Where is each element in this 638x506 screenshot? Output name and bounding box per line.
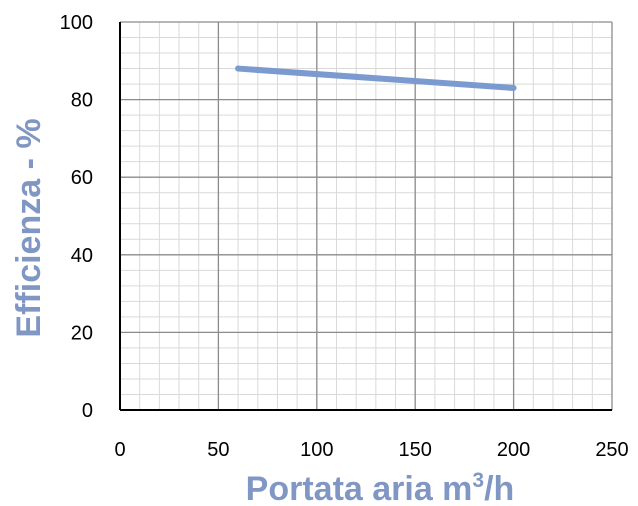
x-tick-labels: 0 50 100 150 200 250 [114, 439, 628, 461]
series-line [235, 65, 517, 91]
x-tick-label: 250 [595, 439, 628, 461]
x-tick-label: 150 [399, 439, 432, 461]
x-tick-label: 100 [300, 439, 333, 461]
x-tick-label: 50 [207, 439, 229, 461]
series [235, 65, 517, 91]
y-tick-label: 100 [60, 12, 93, 34]
y-tick-label: 60 [71, 167, 93, 189]
axes [119, 22, 612, 411]
y-axis-title: Efficienza - % [10, 118, 48, 337]
x-tick-label: 200 [497, 439, 530, 461]
x-tick-label: 0 [114, 439, 125, 461]
y-tick-label: 20 [71, 322, 93, 344]
y-tick-label: 0 [82, 400, 93, 422]
x-axis-title: Portata aria m3/h [246, 469, 515, 506]
y-tick-labels: 0 20 40 60 80 100 [60, 12, 93, 422]
y-tick-label: 40 [71, 245, 93, 267]
y-tick-label: 80 [71, 90, 93, 112]
